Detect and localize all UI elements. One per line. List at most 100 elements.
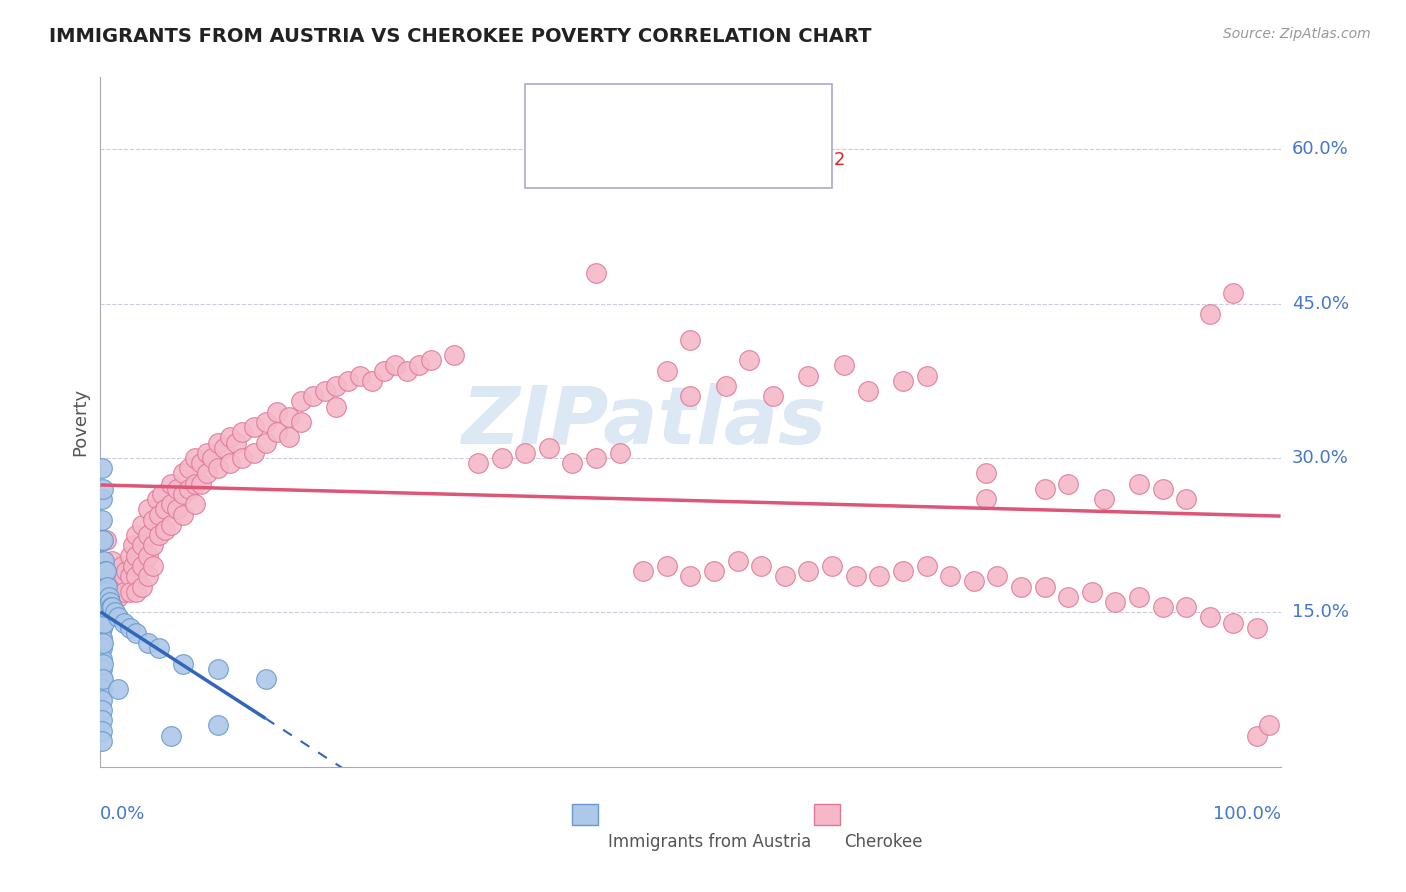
Point [90, 672, 112, 686]
Point [797, 564, 820, 578]
Point [891, 374, 914, 388]
Point [325, 379, 347, 393]
Point [125, 528, 148, 542]
Point [266, 405, 288, 419]
Point [125, 569, 148, 583]
Point [762, 389, 785, 403]
Point [408, 359, 430, 373]
Point [373, 363, 395, 377]
Point [1222, 615, 1244, 630]
Point [136, 502, 159, 516]
Point [891, 564, 914, 578]
Text: Cherokee: Cherokee [844, 833, 922, 851]
Point [160, 517, 183, 532]
Point [93, 615, 115, 630]
Point [172, 657, 194, 671]
Point [96, 533, 118, 548]
Point [160, 497, 183, 511]
Point [1033, 482, 1056, 496]
Point [136, 549, 159, 563]
Point [1128, 590, 1150, 604]
Point [515, 446, 537, 460]
Point [118, 569, 141, 583]
Point [214, 441, 236, 455]
Point [148, 528, 170, 542]
Point [93, 600, 115, 615]
Point [90, 492, 112, 507]
Text: 45.0%: 45.0% [1292, 294, 1348, 313]
Point [201, 450, 224, 465]
Point [1175, 492, 1198, 507]
Point [98, 564, 121, 578]
Point [177, 482, 200, 496]
Point [360, 374, 382, 388]
Point [1104, 595, 1126, 609]
Point [1010, 580, 1032, 594]
Point [93, 554, 115, 568]
Point [125, 549, 148, 563]
Point [679, 569, 702, 583]
Text: 15.0%: 15.0% [1292, 603, 1348, 622]
Point [166, 482, 188, 496]
Text: ZIPatlas: ZIPatlas [461, 383, 825, 461]
Point [1257, 718, 1279, 732]
Point [856, 384, 879, 399]
Point [90, 682, 112, 697]
Point [131, 538, 153, 552]
Point [90, 610, 112, 624]
Point [90, 554, 112, 568]
Point [537, 441, 560, 455]
Point [91, 636, 114, 650]
Point [142, 513, 165, 527]
Point [797, 368, 820, 383]
Point [184, 497, 207, 511]
Point [100, 600, 122, 615]
Point [122, 559, 145, 574]
Point [290, 415, 312, 429]
Point [155, 523, 177, 537]
Point [254, 435, 277, 450]
Point [90, 734, 112, 748]
Point [254, 415, 277, 429]
Point [679, 389, 702, 403]
Point [91, 595, 114, 609]
Point [160, 476, 183, 491]
Point [1246, 729, 1268, 743]
Point [96, 580, 118, 594]
Point [491, 450, 513, 465]
Point [146, 492, 169, 507]
Point [207, 718, 229, 732]
Point [915, 368, 938, 383]
Point [1080, 584, 1102, 599]
Point [97, 590, 120, 604]
Point [172, 508, 194, 522]
Point [609, 446, 631, 460]
Point [655, 559, 678, 574]
Point [90, 461, 112, 475]
Point [738, 353, 761, 368]
Point [131, 559, 153, 574]
Point [939, 569, 962, 583]
Point [1175, 600, 1198, 615]
Point [915, 559, 938, 574]
Point [118, 584, 141, 599]
Point [91, 657, 114, 671]
Point [184, 476, 207, 491]
Point [90, 621, 112, 635]
Point [396, 363, 419, 377]
Point [443, 348, 465, 362]
Point [90, 641, 112, 656]
Point [207, 662, 229, 676]
Point [136, 569, 159, 583]
Point [314, 384, 336, 399]
Point [633, 564, 655, 578]
Point [1057, 476, 1080, 491]
Bar [572, 805, 599, 825]
Point [177, 461, 200, 475]
Point [974, 492, 997, 507]
Point [94, 600, 117, 615]
Point [727, 554, 749, 568]
Point [98, 595, 121, 609]
Point [868, 569, 890, 583]
Point [242, 446, 264, 460]
